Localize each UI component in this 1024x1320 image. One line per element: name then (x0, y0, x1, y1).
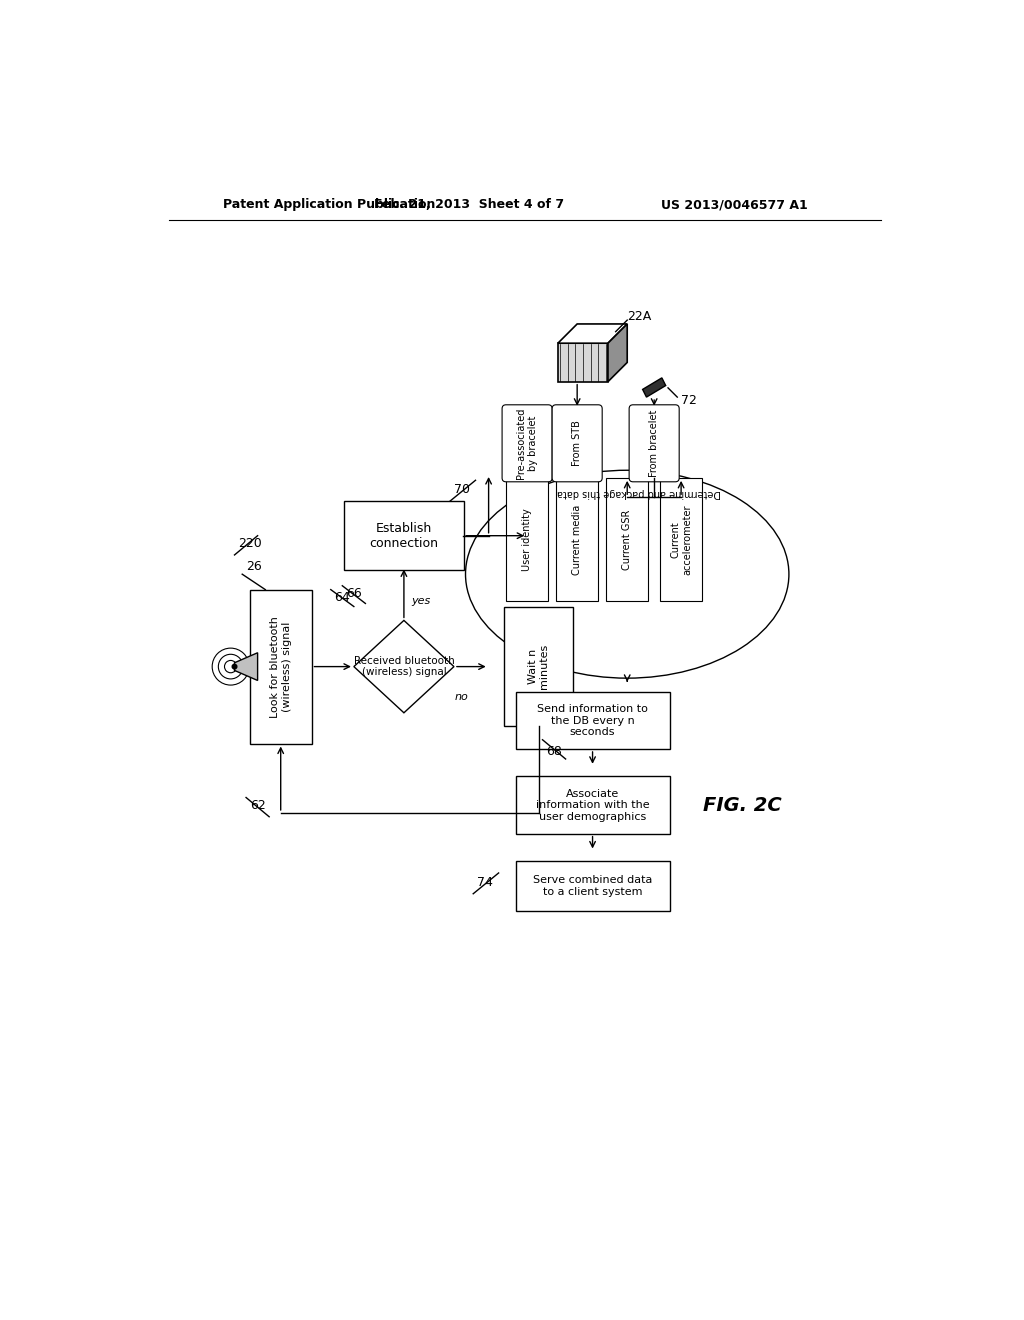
Text: Send information to
the DB every n
seconds: Send information to the DB every n secon… (538, 704, 648, 737)
Text: From bracelet: From bracelet (649, 409, 659, 477)
Text: Serve combined data
to a client system: Serve combined data to a client system (532, 875, 652, 896)
Polygon shape (234, 653, 258, 681)
FancyBboxPatch shape (606, 478, 648, 601)
FancyBboxPatch shape (250, 590, 311, 743)
Text: From STB: From STB (572, 420, 583, 466)
FancyBboxPatch shape (502, 405, 552, 482)
Text: Patent Application Publication: Patent Application Publication (223, 198, 435, 211)
Text: 74: 74 (477, 875, 493, 888)
FancyBboxPatch shape (515, 861, 670, 911)
FancyBboxPatch shape (629, 405, 679, 482)
Text: no: no (455, 693, 469, 702)
Text: Current GSR: Current GSR (623, 510, 632, 570)
Text: 62: 62 (250, 799, 265, 812)
Text: Establish
connection: Establish connection (370, 521, 438, 549)
Text: 72: 72 (681, 395, 696, 408)
Text: Current media: Current media (572, 504, 583, 574)
Circle shape (232, 664, 237, 669)
Text: User identity: User identity (522, 508, 532, 572)
Text: Feb. 21, 2013  Sheet 4 of 7: Feb. 21, 2013 Sheet 4 of 7 (375, 198, 564, 211)
Text: 64: 64 (335, 591, 350, 603)
Text: Current
accelerometer: Current accelerometer (671, 504, 692, 574)
Polygon shape (558, 343, 608, 381)
Text: 220: 220 (238, 537, 262, 550)
Text: 22A: 22A (627, 310, 651, 323)
FancyBboxPatch shape (504, 607, 573, 726)
FancyBboxPatch shape (552, 405, 602, 482)
Text: FIG. 2C: FIG. 2C (703, 796, 782, 814)
Polygon shape (643, 378, 666, 397)
FancyBboxPatch shape (515, 776, 670, 834)
FancyBboxPatch shape (556, 478, 598, 601)
Polygon shape (608, 323, 628, 381)
Text: 26: 26 (246, 560, 262, 573)
Text: Associate
information with the
user demographics: Associate information with the user demo… (536, 788, 649, 822)
FancyBboxPatch shape (515, 692, 670, 750)
Text: Look for bluetooth
(wireless) signal: Look for bluetooth (wireless) signal (270, 615, 292, 718)
Text: US 2013/0046577 A1: US 2013/0046577 A1 (662, 198, 808, 211)
Text: 70: 70 (454, 483, 470, 496)
FancyBboxPatch shape (659, 478, 702, 601)
Text: 66: 66 (346, 587, 361, 601)
Polygon shape (558, 323, 628, 343)
Text: 68: 68 (546, 744, 562, 758)
Text: Received bluetooth
(wireless) signal: Received bluetooth (wireless) signal (353, 656, 455, 677)
Polygon shape (354, 620, 454, 713)
Text: Pre-associated
by bracelet: Pre-associated by bracelet (516, 408, 538, 479)
Text: Wait n
minutes: Wait n minutes (527, 644, 550, 689)
Text: Determine and package this data: Determine and package this data (557, 488, 721, 499)
FancyBboxPatch shape (344, 502, 464, 570)
Ellipse shape (466, 470, 788, 678)
Text: yes: yes (412, 597, 431, 606)
FancyBboxPatch shape (506, 478, 548, 601)
